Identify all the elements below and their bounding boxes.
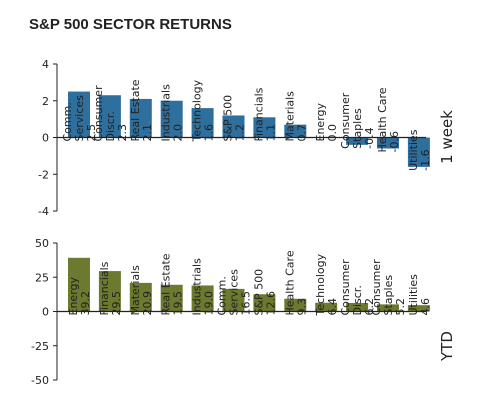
- category-label: Consumer: [92, 85, 105, 142]
- bar: [129, 282, 152, 312]
- bar: [377, 137, 399, 149]
- value-label: 4.6: [419, 298, 432, 316]
- y-tick-label: -2: [38, 168, 49, 181]
- value-label: 1.6: [203, 124, 216, 142]
- value-label: -0.6: [388, 131, 401, 152]
- value-label: 0.7: [295, 124, 308, 142]
- bar: [407, 137, 430, 167]
- value-label: 39.2: [79, 291, 92, 316]
- category-label: Financials: [252, 87, 265, 141]
- category-label: Technology: [191, 79, 204, 142]
- bar: [191, 285, 214, 312]
- value-label: 16.5: [240, 291, 253, 316]
- y-tick-label: 2: [42, 95, 49, 108]
- category-label: Real Estate: [160, 253, 173, 315]
- bar: [315, 302, 338, 312]
- bar: [68, 91, 90, 138]
- bar: [346, 137, 369, 145]
- value-label: 19.0: [203, 291, 216, 316]
- value-label: 9.3: [295, 298, 308, 316]
- category-label: Energy: [314, 102, 327, 141]
- category-label: Financials: [98, 261, 111, 315]
- y-tick-label: -25: [31, 340, 49, 353]
- category-label: Real Estate: [129, 79, 142, 141]
- category-label: S&P 500: [222, 95, 235, 142]
- category-label: Consumer: [339, 259, 352, 316]
- category-label: Staples: [351, 108, 364, 149]
- bar: [407, 305, 430, 312]
- value-label: 2.1: [141, 124, 154, 142]
- category-label: Technology: [314, 253, 327, 316]
- category-label: Industrials: [160, 84, 173, 142]
- bar: [222, 115, 245, 138]
- value-label: 1.2: [234, 124, 247, 142]
- category-label: Services: [228, 269, 241, 316]
- value-label: 2.0: [172, 124, 185, 142]
- bar: [98, 95, 121, 138]
- bar: [129, 98, 152, 138]
- bar: [98, 271, 121, 312]
- panel-label: YTD: [438, 331, 456, 362]
- y-tick-label: -50: [31, 374, 49, 387]
- value-label: 6.4: [326, 298, 339, 316]
- category-label: Consumer: [370, 259, 383, 316]
- chart-title: S&P 500 SECTOR RETURNS: [29, 16, 232, 33]
- category-label: Utilities: [407, 129, 420, 171]
- bar: [191, 108, 214, 138]
- category-label: Utilities: [407, 274, 420, 316]
- value-label: 1.1: [264, 124, 277, 142]
- bar: [222, 288, 245, 312]
- y-tick-label: 25: [35, 271, 49, 284]
- category-label: Staples: [382, 275, 395, 316]
- bar: [377, 304, 399, 312]
- category-label: Consumer: [339, 92, 352, 149]
- category-label: Discr.: [351, 285, 364, 315]
- value-label: -0.4: [363, 127, 376, 148]
- bar: [160, 100, 183, 138]
- value-label: 12.6: [264, 291, 277, 316]
- category-label: Discr.: [104, 111, 117, 141]
- value-label: 5.2: [394, 298, 407, 316]
- category-label: Services: [73, 95, 86, 142]
- value-label: -1.6: [419, 149, 432, 170]
- bar: [253, 294, 276, 312]
- category-label: S&P 500: [252, 269, 265, 316]
- value-label: 19.5: [172, 291, 185, 316]
- category-label: Comm.: [61, 102, 74, 141]
- value-label: 20.9: [141, 291, 154, 316]
- bar: [346, 303, 369, 312]
- category-label: Health Care: [376, 87, 389, 152]
- bar: [68, 257, 90, 312]
- value-label: 2.3: [116, 124, 129, 142]
- category-label: Industrials: [191, 258, 204, 316]
- panel-label: 1 week: [438, 110, 456, 164]
- y-tick-label: -4: [38, 205, 49, 218]
- y-tick-label: 0: [42, 306, 49, 319]
- y-tick-label: 0: [42, 132, 49, 145]
- bar: [284, 124, 307, 138]
- category-label: Energy: [67, 276, 80, 315]
- bar: [284, 298, 307, 312]
- value-label: 0.0: [326, 124, 339, 142]
- value-label: 29.5: [110, 291, 123, 316]
- bar: [253, 117, 276, 138]
- category-label: Materials: [283, 91, 296, 142]
- category-label: Materials: [129, 265, 142, 316]
- y-tick-label: 50: [35, 237, 49, 250]
- category-label: Comm.: [216, 276, 229, 315]
- y-tick-label: 4: [42, 58, 49, 71]
- bar: [160, 284, 183, 312]
- category-label: Health Care: [283, 250, 296, 315]
